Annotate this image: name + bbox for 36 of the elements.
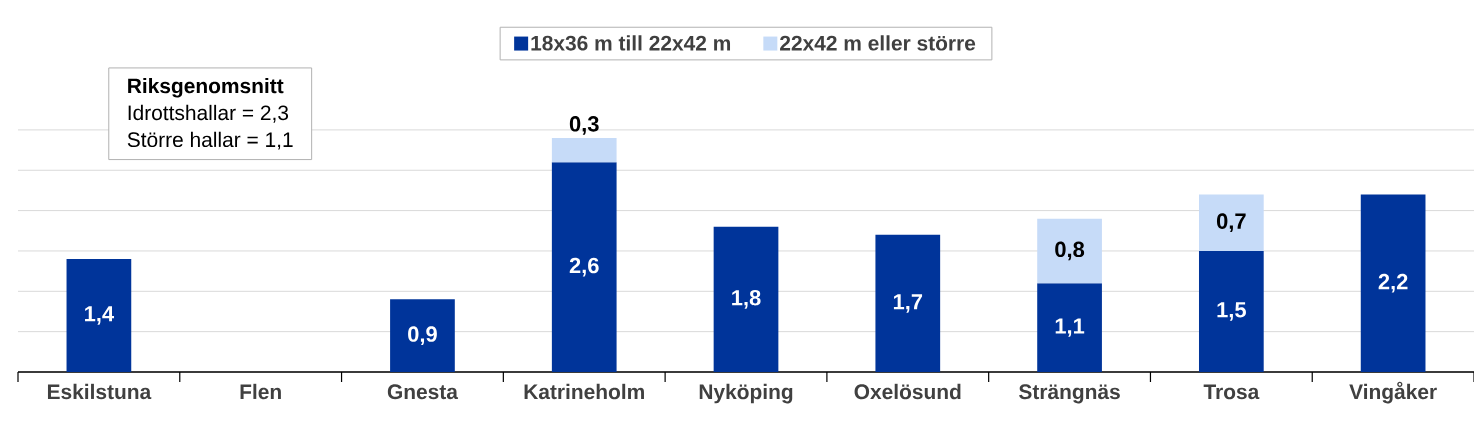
bar xyxy=(1360,194,1426,372)
x-tick-label: Strängnäs xyxy=(1019,384,1120,404)
data-label: 2,2 xyxy=(1378,273,1408,293)
data-label: 2,6 xyxy=(569,257,599,277)
bar xyxy=(66,259,132,372)
data-label: 1,1 xyxy=(1055,318,1085,337)
x-tick-label: Trosa xyxy=(1203,384,1260,400)
x-tick-label: Katrineholm xyxy=(524,383,644,400)
legend-label: 18x36 m till 22x42 m xyxy=(531,35,731,51)
text: Idrottshallar = 2,3 xyxy=(128,104,289,123)
data-label: 1,4 xyxy=(85,306,115,325)
x-tick-label: Vingåker xyxy=(1349,381,1437,404)
data-label: 0,9 xyxy=(408,326,437,346)
bar xyxy=(551,137,617,163)
bar xyxy=(1198,250,1264,372)
bar xyxy=(875,234,941,372)
data-label: 1,7 xyxy=(893,294,923,313)
bar xyxy=(551,162,617,372)
data-label: 0,7 xyxy=(1216,213,1246,233)
x-tick-label: Nyköping xyxy=(699,383,793,404)
bar xyxy=(1037,218,1102,284)
bar xyxy=(1198,194,1264,251)
text: Riksgenomsnitt xyxy=(128,77,284,98)
x-tick-label: Eskilstuna xyxy=(47,383,152,400)
bar xyxy=(390,299,455,372)
x-tick-label: Flen xyxy=(240,383,281,400)
x-tick-label: Oxelösund xyxy=(854,383,961,400)
data-label: 1,5 xyxy=(1217,302,1246,321)
bar xyxy=(713,226,779,372)
data-label: 0,3 xyxy=(569,116,599,135)
x-tick-label: Gnesta xyxy=(387,384,459,400)
bar xyxy=(1037,283,1102,372)
data-label: 0,8 xyxy=(1055,241,1085,261)
legend-label: 22x42 m eller större xyxy=(780,35,976,51)
data-label: 1,8 xyxy=(732,290,761,309)
annotation: Större hallar = 1,1 xyxy=(127,131,293,150)
